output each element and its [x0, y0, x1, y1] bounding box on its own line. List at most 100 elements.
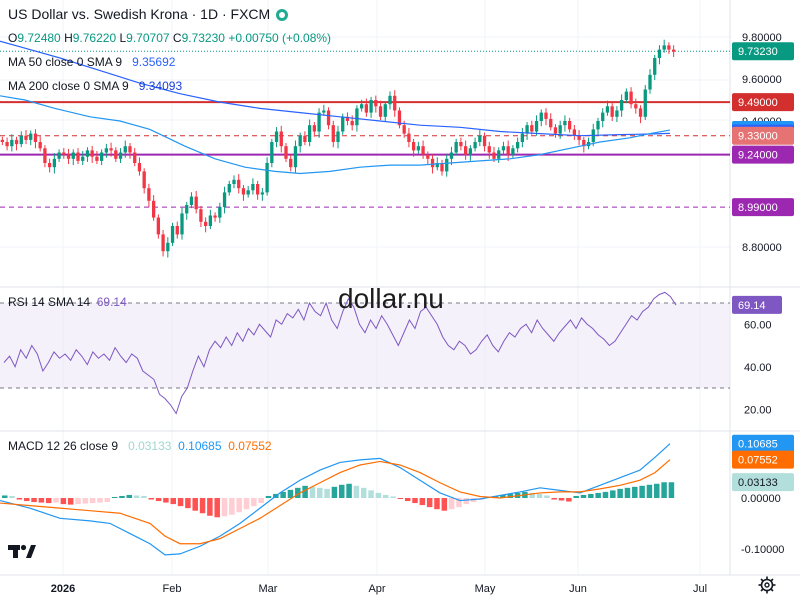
ma200-legend[interactable]: MA 200 close 0 SMA 9 9.34093: [8, 79, 182, 93]
macd-bar: [412, 498, 418, 504]
candle-body: [62, 152, 66, 155]
candle-body: [0, 139, 5, 142]
candle-body: [336, 131, 340, 142]
candle-body: [501, 146, 506, 151]
price-label-text: 9.73230: [738, 46, 778, 58]
rsi-tick-label: 60.00: [744, 319, 772, 331]
tradingview-logo-icon[interactable]: [8, 540, 36, 567]
ma200-value: 9.34093: [138, 79, 183, 93]
macd-bar: [566, 498, 572, 502]
macd-bar: [390, 496, 396, 498]
candle-body: [166, 242, 170, 252]
candle-body: [38, 142, 42, 149]
macd-bar: [588, 493, 594, 498]
candle-body: [648, 74, 652, 90]
candle-body: [255, 184, 260, 195]
candle-body: [289, 158, 293, 168]
rsi-value-tag: [732, 295, 782, 314]
candle-body: [85, 150, 90, 157]
time-tick-label: Feb: [163, 583, 182, 595]
macd-hist-value: 0.03133: [128, 439, 172, 453]
price-tick-label: 8.80000: [742, 242, 782, 254]
ma50-legend[interactable]: MA 50 close 0 SMA 9 9.35692: [8, 55, 175, 69]
macd-histogram: [2, 482, 675, 518]
candle-body: [520, 133, 525, 142]
candle-body: [52, 158, 57, 168]
candle-body: [539, 112, 543, 121]
candle-body: [610, 106, 614, 117]
candle-body: [109, 148, 113, 151]
candle-body: [203, 221, 208, 226]
macd-bar: [192, 498, 198, 511]
candle-body: [435, 163, 439, 168]
candle-body: [393, 95, 397, 111]
candle-body: [449, 152, 454, 159]
high-value: 9.76220: [72, 31, 117, 45]
low-label: L: [119, 31, 127, 45]
candle-body: [237, 179, 241, 189]
candle-body: [170, 226, 175, 243]
macd-signal-value: 0.07552: [228, 439, 272, 453]
candle-body: [260, 192, 265, 195]
candle-body: [241, 188, 246, 195]
change-value: +0.00750 (+0.08%): [228, 31, 332, 45]
candle-body: [90, 150, 94, 157]
candle-body: [118, 152, 123, 159]
candle-body: [128, 146, 132, 153]
candle-body: [426, 154, 430, 159]
macd-bar: [309, 486, 316, 498]
candle-body: [629, 91, 633, 105]
candle-body: [407, 133, 411, 142]
candle-body: [605, 106, 610, 113]
macd-bar: [375, 492, 382, 498]
macd-bar: [317, 487, 323, 498]
candle-body: [142, 171, 146, 189]
candle-body: [284, 146, 288, 159]
rsi-legend[interactable]: RSI 14 SMA 14 69.14: [8, 295, 127, 309]
candle-body: [468, 148, 473, 155]
candle-body: [66, 154, 71, 159]
macd-bar: [126, 494, 133, 498]
candle-body: [76, 152, 80, 161]
candle-body: [544, 112, 548, 119]
candle-body: [81, 156, 85, 161]
candle-body: [151, 200, 156, 218]
macd-value-tag-text: 0.03133: [738, 477, 778, 489]
gear-icon[interactable]: [758, 576, 776, 599]
price-label-tag: [732, 93, 794, 112]
candle-body: [638, 108, 643, 117]
macd-bar: [170, 498, 176, 505]
macd-bar: [529, 492, 535, 498]
candle-body: [430, 158, 435, 168]
time-tick-label: 2026: [51, 583, 75, 595]
macd-bar: [111, 496, 118, 498]
close-value: 9.73230: [181, 31, 225, 45]
macd-bar: [434, 498, 440, 510]
candle-body: [265, 163, 269, 193]
macd-line-value: 0.10685: [178, 439, 222, 453]
candle-body: [307, 125, 312, 142]
candle-body: [180, 213, 184, 235]
candle-body: [478, 135, 482, 142]
rsi-value: 69.14: [96, 295, 127, 309]
macd-bar: [610, 490, 616, 498]
open-value: 9.72480: [17, 31, 61, 45]
macd-bar: [155, 498, 162, 502]
candle-body: [416, 146, 421, 151]
price-label-text: 9.49000: [738, 97, 778, 109]
candle-body: [137, 163, 142, 172]
watermark: dollar.nu: [338, 283, 444, 314]
macd-bar: [617, 488, 623, 498]
signal-line: [0, 459, 671, 545]
macd-bar: [31, 498, 37, 503]
macd-bar: [500, 494, 506, 498]
macd-legend[interactable]: MACD 12 26 close 9 0.03133 0.10685 0.075…: [8, 439, 272, 453]
candle-body: [487, 146, 491, 153]
macd-bar: [280, 491, 286, 498]
candle-body: [213, 215, 217, 218]
candle-body: [14, 139, 19, 145]
macd-bar: [243, 498, 250, 510]
candle-body: [615, 110, 619, 117]
candle-body: [123, 146, 127, 153]
